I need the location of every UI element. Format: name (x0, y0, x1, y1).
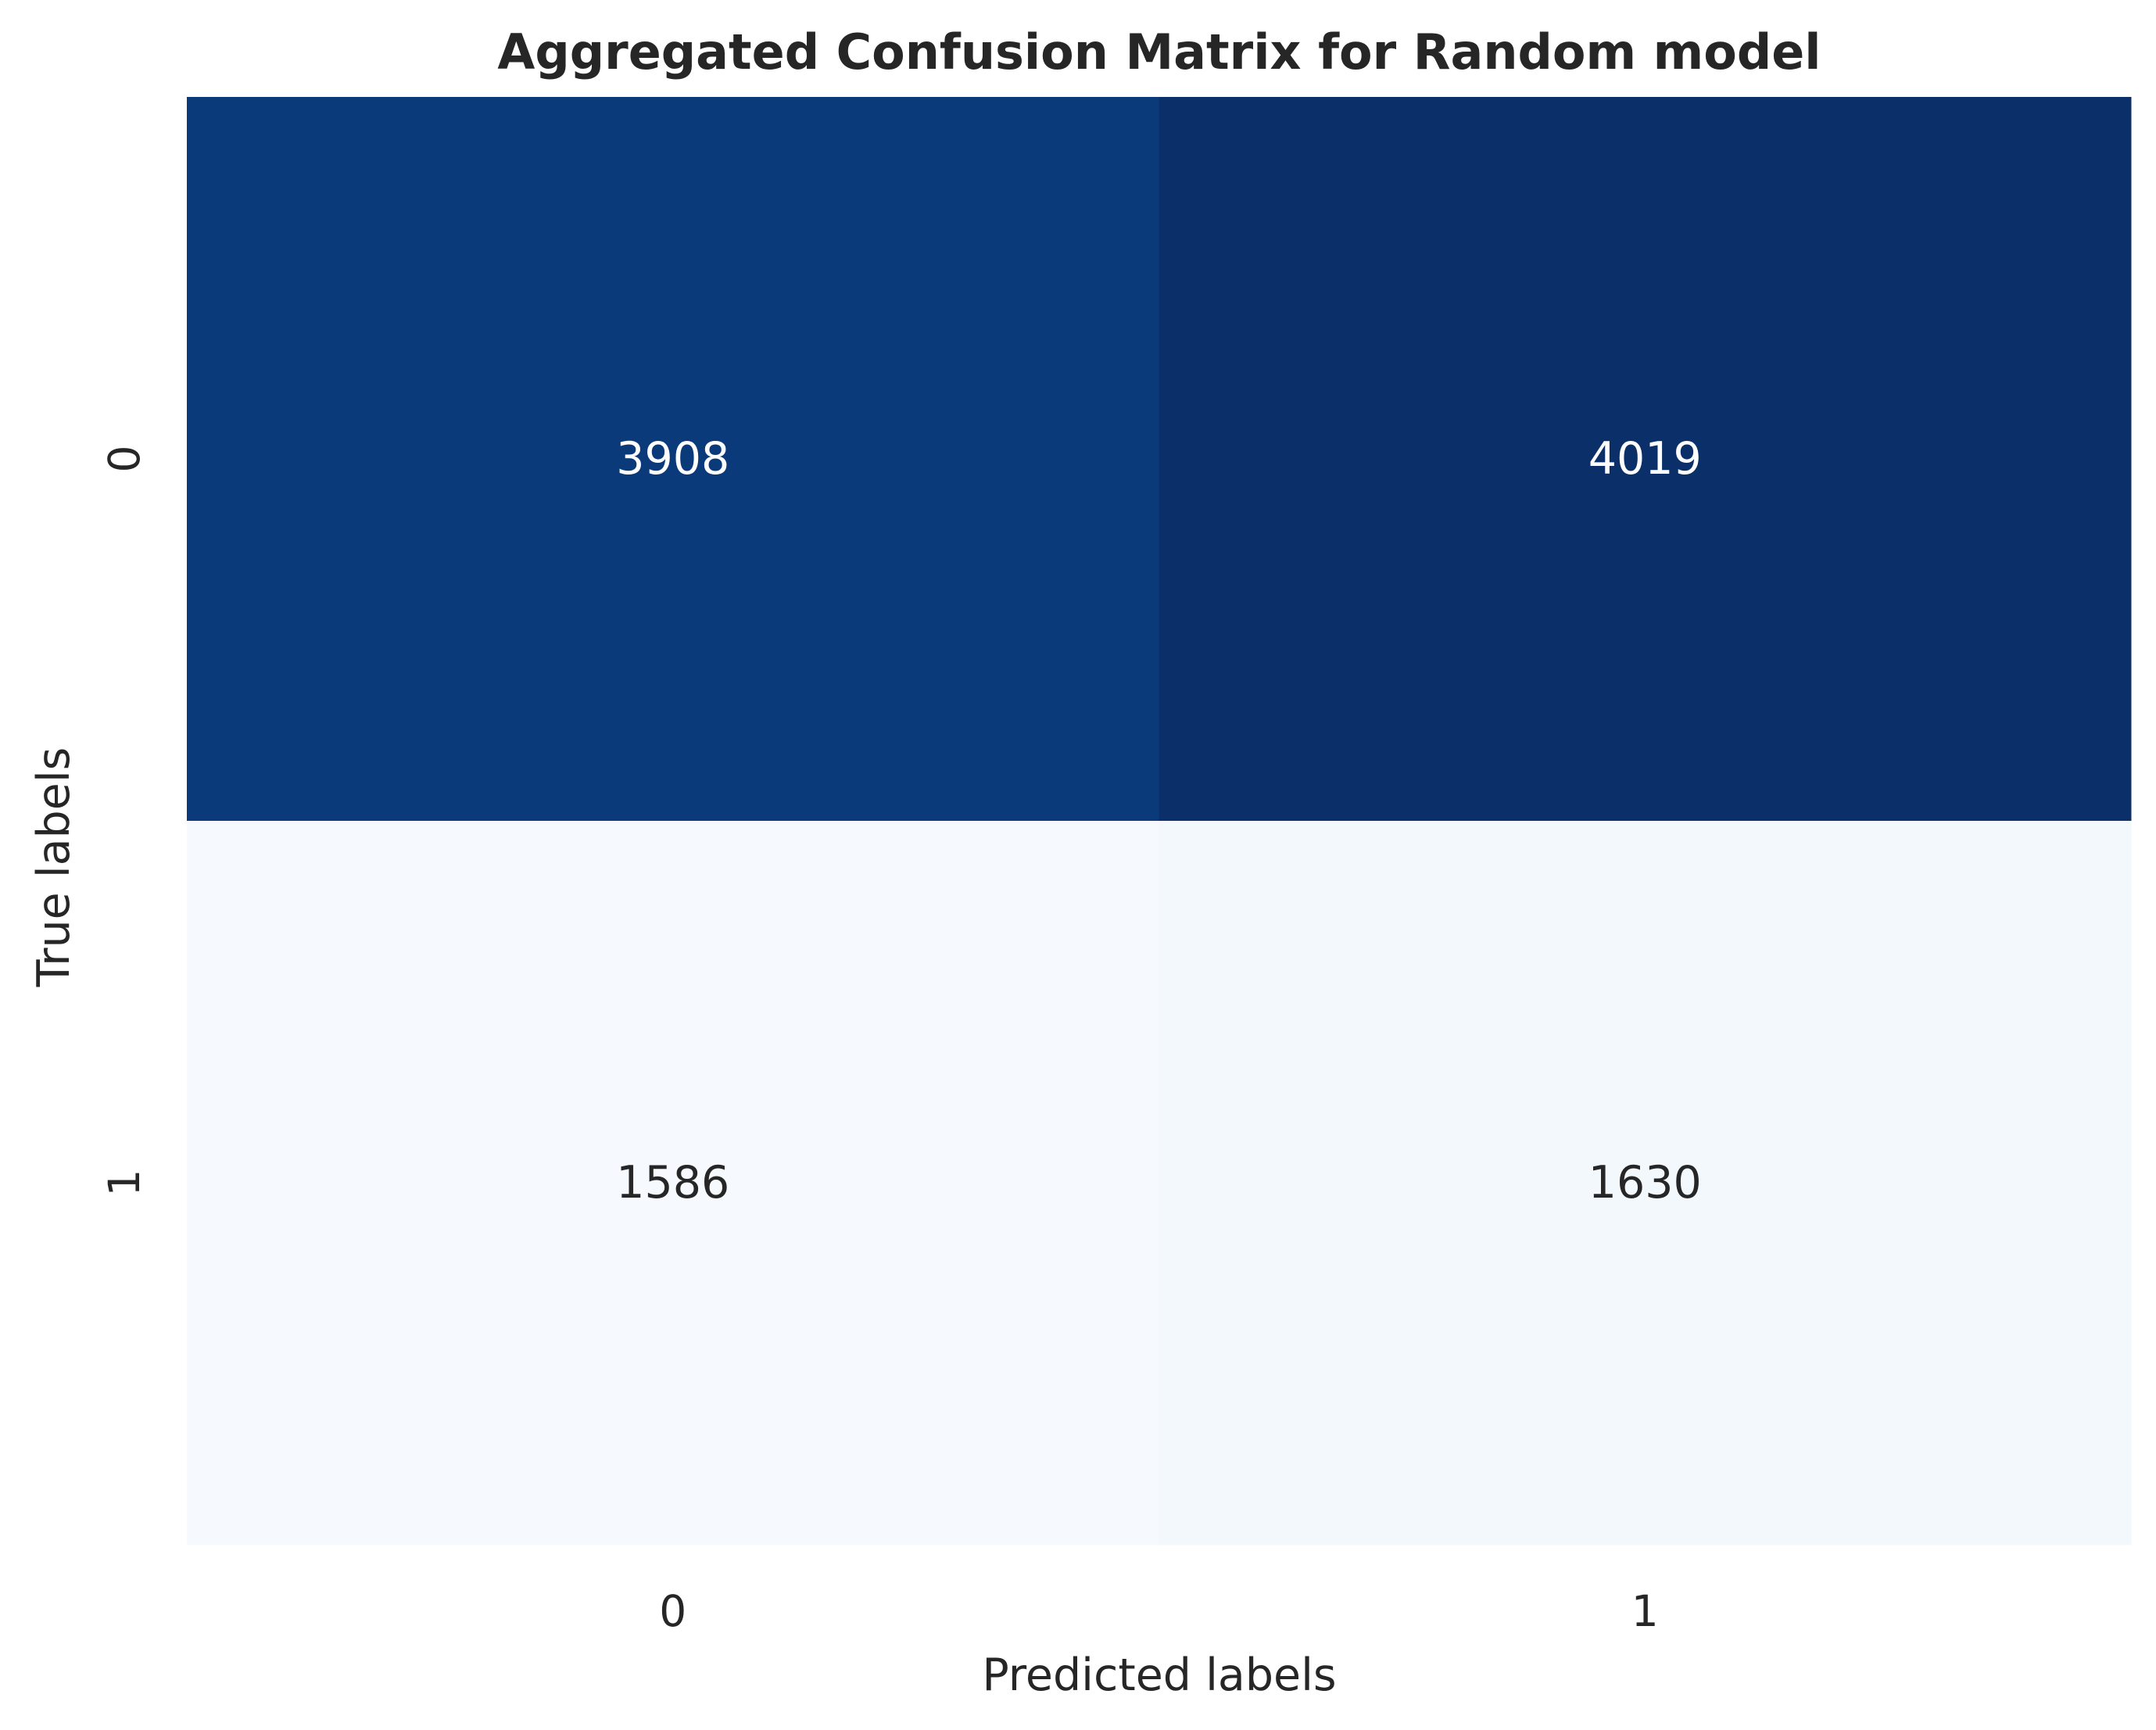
heatmap-cells (187, 97, 2132, 1546)
cell-value-label-1-1: 1630 (1588, 1157, 1702, 1209)
y-tick-labels: 01 (99, 446, 149, 1197)
x-tick-label-1: 1 (1631, 1586, 1659, 1636)
chart-title: Aggregated Confusion Matrix for Random m… (497, 23, 1821, 81)
heatmap-cell-labels: 3908 4019 1586 1630 (616, 433, 1702, 1209)
cell-value-label-1-0: 1586 (616, 1157, 729, 1209)
y-axis-label: True labels (28, 747, 80, 988)
cell-value-label-0-0: 3908 (616, 433, 729, 485)
cell-value-label-0-1: 4019 (1588, 433, 1702, 485)
heatmap-cell-1-1 (1159, 821, 2132, 1546)
heatmap-cell-1-0 (187, 821, 1159, 1546)
y-tick-label-1: 1 (99, 1169, 149, 1197)
x-tick-label-0: 0 (659, 1586, 686, 1636)
y-tick-label-0: 0 (99, 446, 149, 473)
x-axis-label: Predicted labels (982, 1649, 1336, 1701)
heatmap-cell-0-1 (1159, 97, 2132, 822)
heatmap-cell-0-0 (187, 97, 1159, 822)
